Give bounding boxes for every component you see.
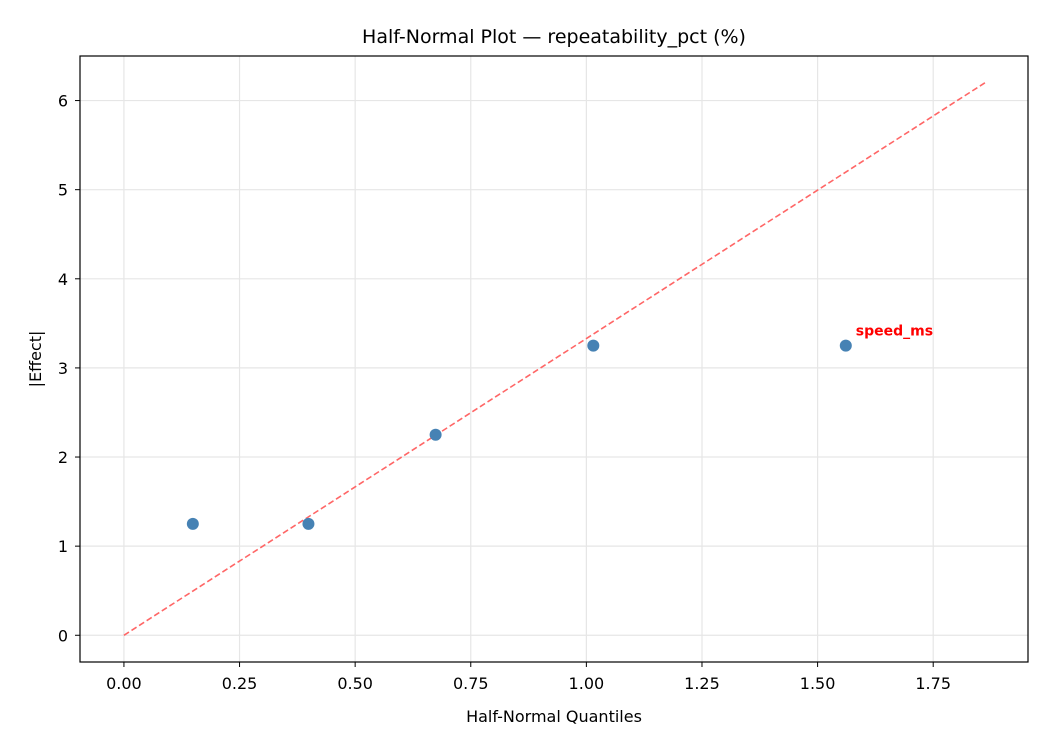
x-tick-label: 0.75: [453, 674, 489, 693]
ticks: 0.00 0.25 0.50 0.75 1.00 1.25 1.50 1.75 0 1 2 3 4 5 6: [58, 92, 951, 693]
x-axis-label: Half-Normal Quantiles: [466, 707, 642, 726]
y-tick-label: 2: [58, 448, 68, 467]
y-tick-label: 3: [58, 359, 68, 378]
data-point: [429, 428, 442, 441]
y-tick-label: 5: [58, 181, 68, 200]
plot-frame: [79, 55, 1029, 663]
y-tick-label: 4: [58, 270, 68, 289]
chart-title: Half-Normal Plot — repeatability_pct (%): [362, 26, 746, 48]
y-tick-label: 1: [58, 537, 68, 556]
data-point: [186, 517, 199, 530]
y-tick-label: 0: [58, 626, 68, 645]
x-tick-label: 1.25: [684, 674, 720, 693]
reference-line: [123, 82, 986, 636]
x-tick-label: 1.00: [569, 674, 605, 693]
data-point: [839, 339, 852, 352]
point-label: speed_ms: [856, 324, 933, 340]
x-tick-label: 0.00: [106, 674, 142, 693]
y-axis-label: |Effect|: [26, 331, 45, 388]
x-tick-label: 1.50: [800, 674, 836, 693]
x-tick-label: 1.75: [915, 674, 951, 693]
grid: [80, 56, 1028, 662]
x-tick-label: 0.25: [222, 674, 258, 693]
data-point: [587, 339, 600, 352]
data-point: [302, 517, 315, 530]
marks: speed_ms: [123, 82, 986, 636]
y-tick-label: 6: [58, 92, 68, 111]
x-tick-label: 0.50: [337, 674, 373, 693]
